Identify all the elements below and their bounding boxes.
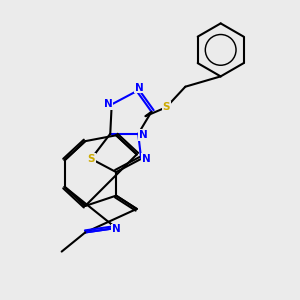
Text: N: N: [112, 224, 121, 235]
Text: S: S: [162, 102, 170, 112]
Text: N: N: [139, 130, 148, 140]
Text: N: N: [104, 99, 112, 110]
Text: N: N: [142, 154, 151, 164]
Text: S: S: [87, 154, 95, 164]
Text: N: N: [135, 82, 144, 93]
